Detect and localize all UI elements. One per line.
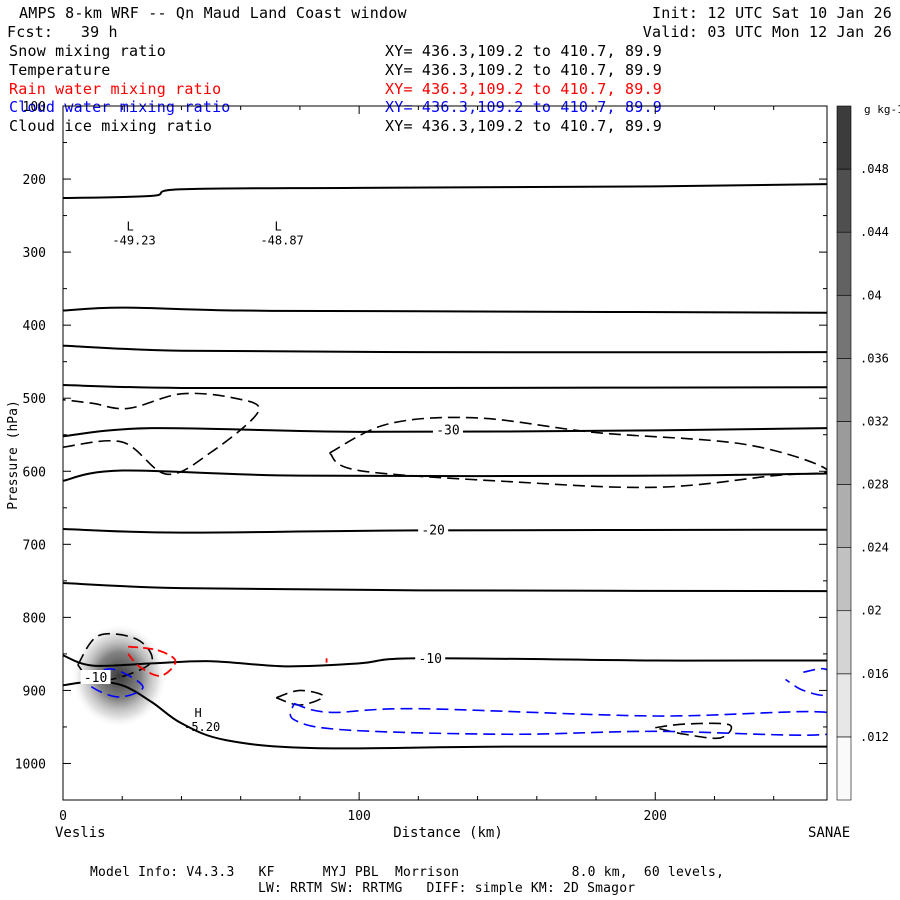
colorbar-unit-text: g kg-1 xyxy=(864,103,900,116)
colorbar-tick-label: .024 xyxy=(860,541,889,555)
extremum-value: -5.20 xyxy=(184,720,220,734)
colorbar-tick-label: .048 xyxy=(860,162,889,176)
temperature-isotherm xyxy=(63,654,827,668)
init-time: Init: 12 UTC Sat 10 Jan 26 xyxy=(652,4,892,22)
y-tick-label: 1000 xyxy=(15,757,46,772)
cloud-ice-contour xyxy=(63,392,260,475)
isotherm-label: -30 xyxy=(436,423,459,438)
colorbar-box xyxy=(836,484,852,548)
legend-rain-xy: XY= 436.3,109.2 to 410.7, 89.9 xyxy=(385,80,662,98)
snow-shading xyxy=(71,623,168,728)
y-tick-label: 100 xyxy=(23,100,46,115)
extremum-symbol: L xyxy=(275,219,282,233)
temperature-isotherm xyxy=(63,680,827,750)
rain-water-contour xyxy=(127,645,177,677)
temperature-isotherm xyxy=(63,344,827,354)
legend-cloudwater-xy: XY= 436.3,109.2 to 410.7, 89.9 xyxy=(385,98,662,116)
extremum-value: -49.23 xyxy=(112,233,155,247)
model-info-line2: LW: RRTM SW: RRTMG DIFF: simple KM: 2D S… xyxy=(258,881,636,896)
colorbar-unit: g kg-1 xyxy=(864,103,900,116)
isotherm-label: -10 xyxy=(84,671,107,686)
extremum-symbol: H xyxy=(195,706,202,720)
colorbar-box xyxy=(836,231,852,296)
colorbar-box xyxy=(836,294,852,359)
chart-title: AMPS 8-km WRF -- Qn Maud Land Coast wind… xyxy=(19,4,407,22)
legend-snow-xy: XY= 436.3,109.2 to 410.7, 89.9 xyxy=(385,42,662,60)
temperature-isotherm xyxy=(63,427,827,438)
plot-frame xyxy=(62,105,828,801)
legend-cloudice-label: Cloud ice mixing ratio xyxy=(9,117,213,135)
y-tick-label: 700 xyxy=(23,538,46,553)
colorbar-box xyxy=(836,105,852,170)
cloud-water-contour xyxy=(785,667,827,697)
isotherm-label-bg xyxy=(415,651,446,666)
temperature-isotherm xyxy=(63,469,827,482)
isotherm-label-bg xyxy=(432,422,463,437)
colorbar-tick-label: .04 xyxy=(860,288,882,302)
isotherm-label-bg xyxy=(418,522,449,537)
temperature-isotherm xyxy=(63,384,827,390)
colorbar-box xyxy=(836,610,852,675)
y-tick-label: 600 xyxy=(23,465,46,480)
colorbar-box xyxy=(836,421,852,485)
y-tick-label: 300 xyxy=(23,246,46,261)
x-tick-label: 200 xyxy=(644,809,667,824)
isotherm-label-bg xyxy=(80,670,111,685)
valid-time: Valid: 03 UTC Mon 12 Jan 26 xyxy=(642,23,892,41)
y-tick-label: 500 xyxy=(23,392,46,407)
x-tick-label: 0 xyxy=(59,809,67,824)
x-axis-label: Distance (km) xyxy=(393,825,503,841)
cloud-ice-contour xyxy=(328,416,827,489)
legend-cloudice-xy: XY= 436.3,109.2 to 410.7, 89.9 xyxy=(385,117,662,135)
y-tick-label: 400 xyxy=(23,319,46,334)
colorbar-box xyxy=(836,547,852,612)
model-info-line1: Model Info: V4.3.3 KF MYJ PBL Morrison 8… xyxy=(90,865,725,880)
colorbar-tick-label: .012 xyxy=(860,730,889,744)
x-tick-label: 100 xyxy=(347,809,370,824)
extremum-symbol: L xyxy=(126,219,133,233)
isotherm-label: -10 xyxy=(418,652,441,667)
colorbar-box xyxy=(836,358,852,422)
cloud-water-contour xyxy=(289,702,827,736)
colorbar-box xyxy=(836,736,852,801)
colorbar-tick-label: .016 xyxy=(860,667,889,681)
temperature-isotherm xyxy=(63,527,827,534)
legend-rain-label: Rain water mixing ratio xyxy=(9,80,222,98)
temperature-isotherm xyxy=(63,306,827,314)
extremum-value: -48.87 xyxy=(260,233,303,247)
legend-temperature-label: Temperature xyxy=(9,61,111,79)
start-location-label: Veslis xyxy=(55,825,106,841)
legend-temperature-xy: XY= 436.3,109.2 to 410.7, 89.9 xyxy=(385,61,662,79)
colorbar-tick-label: .044 xyxy=(860,225,889,239)
forecast-hour: Fcst: 39 h xyxy=(7,23,118,41)
colorbar-tick-label: .02 xyxy=(860,604,882,618)
end-location-label: SANAE xyxy=(808,825,850,841)
colorbar-tick-label: .036 xyxy=(860,351,889,365)
colorbar-box xyxy=(836,673,852,738)
y-tick-label: 900 xyxy=(23,684,46,699)
legend-cloudwater-label: Cloud water mixing ratio xyxy=(9,98,231,116)
y-tick-label: 800 xyxy=(23,611,46,626)
legend-snow-label: Snow mixing ratio xyxy=(9,42,166,60)
temperature-isotherm xyxy=(63,183,827,200)
colorbar-tick-label: .028 xyxy=(860,478,889,492)
cloud-ice-contour xyxy=(655,722,733,740)
cloud-water-contour xyxy=(85,668,144,698)
colorbar-box xyxy=(836,168,852,233)
temperature-isotherm xyxy=(63,582,827,593)
y-axis-label: Pressure (hPa) xyxy=(6,400,21,510)
colorbar-tick-label: .032 xyxy=(860,414,889,428)
cloud-ice-contour xyxy=(275,689,325,706)
y-tick-label: 200 xyxy=(23,173,46,188)
isotherm-label: -20 xyxy=(421,523,444,538)
